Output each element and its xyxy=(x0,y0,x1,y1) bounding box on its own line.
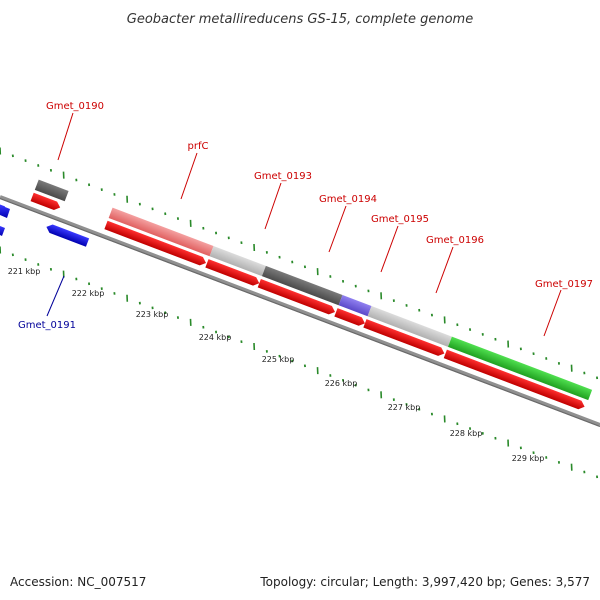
gene-bar-gmet-0196[interactable] xyxy=(367,306,452,347)
scale-label-228: 228 kbp xyxy=(450,429,483,438)
label-leaders xyxy=(46,112,562,337)
gene-bar-gmet-0193[interactable] xyxy=(209,246,266,277)
gene-label-prfc[interactable]: prfC xyxy=(188,141,209,152)
gene-label-gmet-0194[interactable]: Gmet_0194 xyxy=(319,194,377,205)
cds-arrow-gmet-0194[interactable] xyxy=(257,278,337,316)
cds-arrow-gmet-0196[interactable] xyxy=(363,319,446,358)
cds-arrow-gmet-0190[interactable] xyxy=(30,192,62,212)
gene-bar-prfc[interactable] xyxy=(108,207,214,257)
gene-label-gmet-0195[interactable]: Gmet_0195 xyxy=(371,214,429,225)
scale-tick-row xyxy=(0,246,599,479)
scale-label-227: 227 kbp xyxy=(388,403,421,412)
gene-label-gmet-0196[interactable]: Gmet_0196 xyxy=(426,235,484,246)
backbone xyxy=(0,195,600,428)
gene-label-gmet-0191[interactable]: Gmet_0191 xyxy=(18,320,76,331)
scale-label-222: 222 kbp xyxy=(72,289,105,298)
gene-bar-gmet-0194[interactable] xyxy=(261,265,343,306)
gene-label-gmet-0197[interactable]: Gmet_0197 xyxy=(535,279,593,290)
cds-arrow-gmet-0193[interactable] xyxy=(205,259,261,287)
cds-arrow-gmet-0191[interactable] xyxy=(45,223,90,247)
outer-tick-row xyxy=(0,147,599,380)
scale-label-226: 226 kbp xyxy=(325,379,358,388)
gene-bar-gmet-0190[interactable] xyxy=(34,179,69,202)
scale-label-225: 225 kbp xyxy=(262,355,295,364)
scale-label-224: 224 kbp xyxy=(199,333,232,342)
scale-labels: 221 kbp 222 kbp 223 kbp 224 kbp 225 kbp … xyxy=(8,267,545,463)
cds-fragment-left-top[interactable] xyxy=(0,205,10,218)
scale-label-223: 223 kbp xyxy=(136,310,169,319)
cds-arrow-gmet-0197[interactable] xyxy=(443,349,586,411)
cds-arrow-gmet-0195[interactable] xyxy=(334,308,366,327)
gene-label-gmet-0193[interactable]: Gmet_0193 xyxy=(254,171,312,182)
scale-label-221: 221 kbp xyxy=(8,267,41,276)
accession-text: Accession: NC_007517 xyxy=(10,575,146,589)
gene-bar-gmet-0195[interactable] xyxy=(338,295,372,317)
topology-text: Topology: circular; Length: 3,997,420 bp… xyxy=(259,575,590,589)
cds-arrow-prfc[interactable] xyxy=(104,220,207,267)
gene-track xyxy=(0,179,593,411)
gene-bar-gmet-0197[interactable] xyxy=(447,336,593,401)
cds-fragment-left-bottom[interactable] xyxy=(0,226,5,236)
scale-label-229: 229 kbp xyxy=(512,454,545,463)
gene-label-gmet-0190[interactable]: Gmet_0190 xyxy=(46,101,104,112)
map-title: Geobacter metallireducens GS-15, complet… xyxy=(127,12,473,27)
